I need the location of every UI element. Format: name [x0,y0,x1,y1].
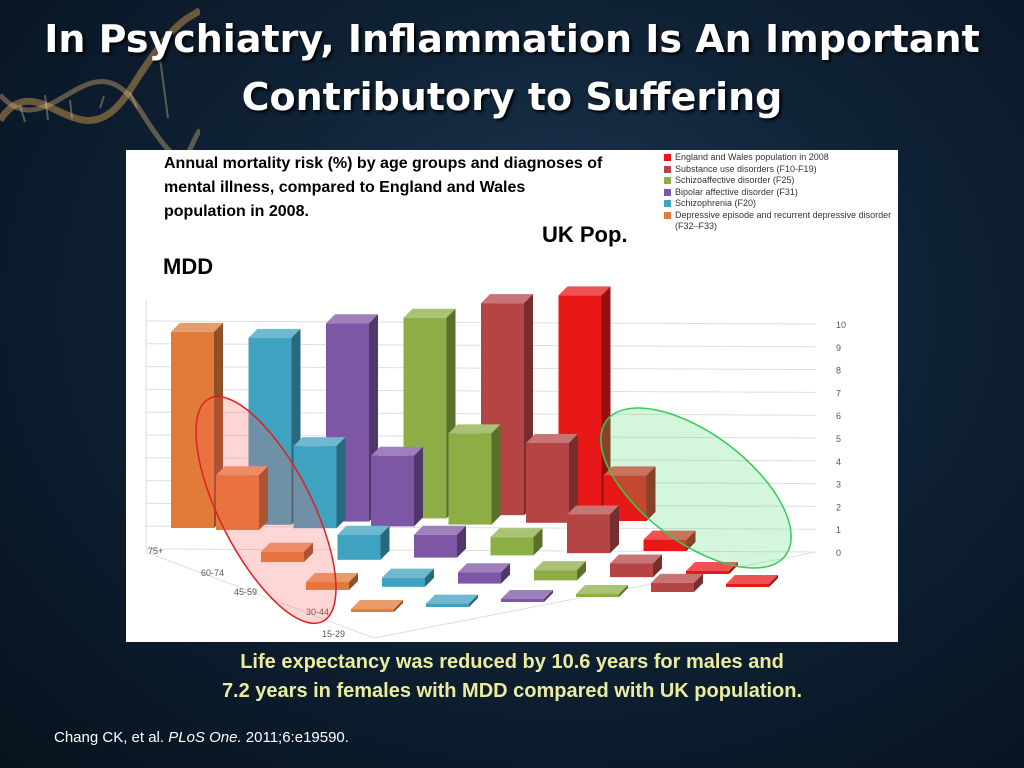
chart-bar [216,466,268,530]
legend-label: Bipolar affective disorder (F31) [675,186,798,197]
age-tick-label: 75+ [148,546,163,556]
chart-title: Annual mortality risk (%) by age groups … [164,155,603,220]
caption-line-1: Life expectancy was reduced by 10.6 year… [240,651,784,673]
chart-bars [171,286,778,612]
chart-bar [651,573,703,592]
z-tick-label: 5 [836,434,841,444]
chart-bar [534,561,586,581]
chart-bar [326,314,378,522]
caption-line-2: 7.2 years in females with MDD compared w… [221,680,803,702]
bar-chart-3d: 0 1 2 3 4 5 6 7 8 9 10 15-29 30-44 45-59 60-74 75+ [145,286,846,639]
z-tick-label: 1 [836,525,841,535]
chart-bar [726,575,778,587]
z-tick-label: 2 [836,502,841,512]
slide-caption: Life expectancy was reduced by 10.6 year… [0,648,1024,706]
chart-bar [414,525,466,558]
z-tick-label: 3 [836,480,841,490]
legend-swatch [664,200,671,207]
uk-pop-label: UK Pop. [542,222,628,247]
citation: Chang CK, et al. PLoS One. 2011;6:e19590… [54,729,349,746]
ukpop-highlight-ellipse [600,407,792,569]
chart-bar [686,562,738,574]
legend-label: Schizophrenia (F20) [675,198,757,208]
z-tick-label: 4 [836,457,841,467]
legend-item: Schizophrenia (F20) [664,198,896,210]
z-tick-label: 9 [836,343,841,353]
mdd-label: MDD [163,254,214,279]
citation-authors: Chang CK, et al. [54,729,169,746]
chart-bar [371,446,423,527]
chart-bar [293,437,346,529]
chart-panel: 0 1 2 3 4 5 6 7 8 9 10 15-29 30-44 45-59 60-74 75+ Annu… [126,150,898,642]
z-tick-label: 6 [836,411,841,421]
legend-label: England and Wales population in 2008 [675,152,829,162]
z-tick-label: 7 [836,388,841,398]
legend-swatch [664,154,671,161]
legend-swatch [664,165,671,173]
legend-item: Depressive episode and recurrent depress… [664,210,896,234]
chart-bar [306,573,358,590]
legend-item: Bipolar affective disorder (F31) [664,187,896,199]
slide-title-line-1: In Psychiatry, Inflammation Is An Import… [44,17,980,61]
legend-item: England and Wales population in 2008 [664,152,896,164]
legend-swatch [664,177,671,184]
chart-legend: England and Wales population in 2008 Subs… [664,152,896,234]
chart-bar [567,505,619,554]
age-tick-label: 30-44 [306,607,329,617]
legend-item: Schizoaffective disorder (F25) [664,175,896,187]
chart-bar [426,594,478,607]
legend-swatch [664,188,671,196]
legend-item: Substance use disorders (F10-F19) [664,164,896,176]
age-tick-label: 45-59 [234,587,257,597]
chart-bar [448,424,501,525]
legend-label: Schizoaffective disorder (F25) [675,175,795,185]
legend-swatch [664,211,671,219]
slide-title: In Psychiatry, Inflammation Is An Import… [0,10,1024,126]
chart-bar [382,568,434,587]
chart-bar [610,554,662,578]
legend-label: Depressive episode and recurrent depress… [675,209,892,231]
citation-details: 2011;6:e19590. [241,729,349,746]
chart-bar [526,434,578,523]
mdd-highlight-ellipse [195,395,337,625]
age-axis-labels: 15-29 30-44 45-59 60-74 75+ [148,546,345,639]
z-tick-label: 10 [836,320,846,330]
chart-bar [576,585,628,597]
legend-label: Substance use disorders (F10-F19) [675,163,817,174]
citation-journal: PLoS One. [168,729,242,746]
z-tick-label: 0 [836,548,841,558]
slide-title-line-2: Contributory to Suffering [241,75,783,119]
chart-bar [261,542,313,562]
chart-bar [501,590,553,602]
age-tick-label: 60-74 [201,568,224,578]
chart-bar [351,600,403,612]
chart-bar [458,563,510,584]
chart-bar [337,525,390,560]
z-tick-label: 8 [836,366,841,376]
chart-bar [490,528,543,556]
chart-bar [603,466,656,521]
age-tick-label: 15-29 [322,629,345,639]
